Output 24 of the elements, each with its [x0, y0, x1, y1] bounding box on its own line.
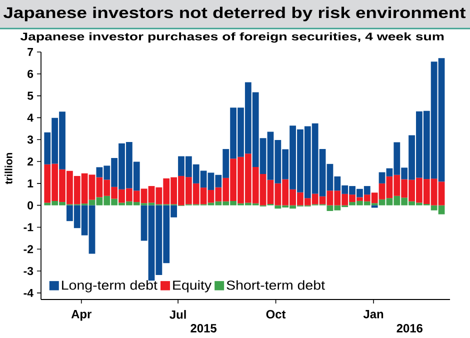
- y-tick-label: -2: [24, 245, 34, 254]
- chart-subtitle: Japanese investor purchases of foreign securities, 4 week sum: [20, 32, 444, 43]
- y-tick-label: 3: [27, 136, 34, 144]
- x-tick-label: Oct: [266, 310, 286, 318]
- legend-label: Short-term debt: [226, 280, 325, 290]
- y-axis-title: trillion: [4, 152, 12, 184]
- y-tick-label: 7: [28, 48, 33, 56]
- y-tick-label: 6: [28, 70, 34, 78]
- x2-tick-label: 2016: [396, 324, 423, 332]
- x-tick-label: Apr: [71, 310, 92, 321]
- y-tick-label: -1: [24, 223, 34, 232]
- y-tick-label: 5: [27, 92, 34, 100]
- legend-label: Long-term debt: [62, 280, 158, 292]
- y-tick-label: -3: [24, 266, 34, 276]
- y-tick-label: 2: [28, 158, 34, 166]
- x-tick-label: Jan: [363, 310, 384, 318]
- x-tick-label: Jul: [170, 310, 186, 319]
- x2-tick-label: 2015: [190, 324, 216, 332]
- y-tick-label: 1: [28, 179, 34, 188]
- y-tick-label: -4: [24, 288, 34, 297]
- chart-title: Japanese investors not deterred by risk environment: [3, 6, 466, 22]
- y-tick-label: 4: [27, 114, 34, 122]
- legend-label: Equity: [173, 280, 212, 292]
- y-tick-label: 0: [28, 201, 34, 210]
